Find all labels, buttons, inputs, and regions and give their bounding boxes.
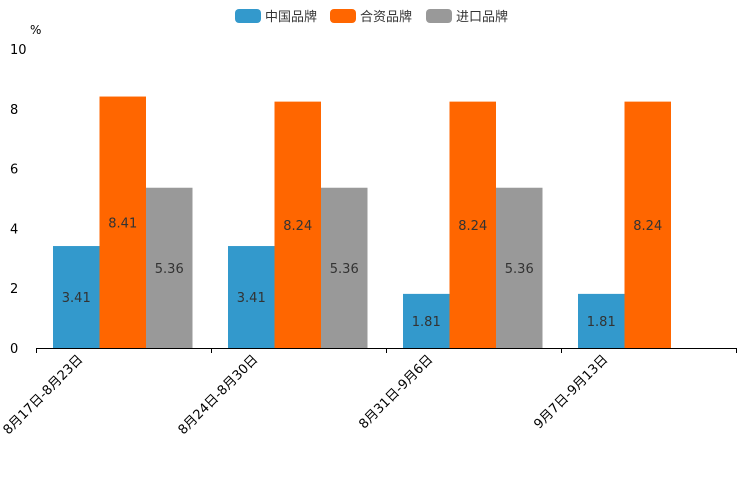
data-label: 5.36 — [330, 262, 359, 277]
legend-item-1[interactable]: 中国品牌 — [235, 9, 317, 25]
y-tick-label: 10 — [10, 43, 27, 58]
data-label: 8.24 — [283, 219, 312, 234]
y-tick-label: 6 — [10, 163, 18, 178]
data-labels: 3.41 8.41 5.36 3.41 8.24 5.36 1.81 8.24 5.36 1.81… — [62, 216, 662, 330]
data-label: 8.41 — [108, 216, 137, 231]
x-category-label: 8月31日-9月6日 — [356, 352, 436, 432]
y-tick-label: 2 — [10, 282, 18, 297]
bar-1-4[interactable] — [578, 293, 625, 348]
bars — [53, 96, 672, 349]
data-label: 8.24 — [633, 219, 662, 234]
data-label: 8.24 — [458, 219, 487, 234]
bar-1-3[interactable] — [403, 293, 450, 348]
bar-3-1[interactable] — [146, 187, 193, 348]
bar-2-1[interactable] — [99, 96, 147, 348]
bar-3-3[interactable] — [496, 187, 543, 348]
y-tick-label: 8 — [10, 103, 18, 118]
legend-swatch — [235, 9, 261, 23]
y-tick-label: 4 — [10, 222, 18, 237]
bar-2-2[interactable] — [274, 101, 322, 349]
x-axis: 8月17日-8月23日 8月24日-8月30日 8月31日-9月6日 9月7日-9月1… — [1, 348, 737, 438]
data-label: 5.36 — [505, 262, 534, 277]
bar-3-2[interactable] — [321, 187, 368, 348]
y-tick-label: 0 — [10, 342, 18, 357]
legend[interactable]: 中国品牌 合资品牌 进口品牌 — [235, 9, 508, 25]
bar-1-2[interactable] — [228, 246, 275, 348]
legend-swatch — [426, 9, 452, 23]
legend-label: 进口品牌 — [456, 9, 508, 25]
x-category-label: 8月24日-8月30日 — [176, 352, 262, 438]
data-label: 1.81 — [412, 315, 441, 330]
data-label: 3.41 — [62, 291, 91, 306]
legend-label: 中国品牌 — [265, 9, 317, 25]
legend-item-2[interactable]: 合资品牌 — [330, 9, 412, 25]
data-label: 1.81 — [587, 315, 616, 330]
legend-swatch — [330, 9, 356, 23]
legend-label: 合资品牌 — [360, 9, 412, 25]
bar-2-3[interactable] — [449, 101, 497, 349]
y-axis-unit-label: % — [30, 23, 41, 37]
y-axis: 0 2 4 6 8 10 — [10, 43, 27, 357]
bar-2-4[interactable] — [624, 101, 672, 349]
x-category-label: 8月17日-8月23日 — [1, 352, 87, 438]
legend-item-3[interactable]: 进口品牌 — [426, 9, 508, 25]
bar-1-1[interactable] — [53, 246, 100, 348]
data-label: 3.41 — [237, 291, 266, 306]
x-category-label: 9月7日-9月13日 — [531, 352, 611, 432]
data-label: 5.36 — [155, 262, 184, 277]
